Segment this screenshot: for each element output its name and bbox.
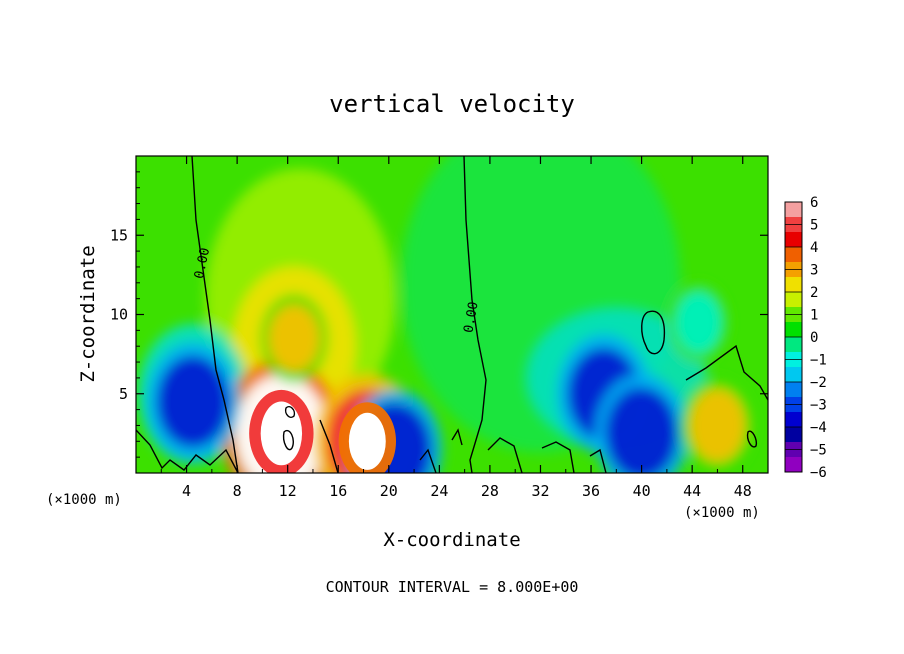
downdraft-cell bbox=[605, 387, 678, 473]
colorbar-swatch bbox=[785, 232, 802, 248]
zero-contour-core-ring bbox=[282, 406, 296, 451]
x-tick-label: 20 bbox=[380, 482, 398, 500]
updraft-cell bbox=[688, 388, 746, 463]
colorbar-tick-label: 0 bbox=[810, 330, 818, 346]
x-tick-label: 32 bbox=[531, 482, 549, 500]
x-tick-label: 4 bbox=[182, 482, 191, 500]
colorbar-tick-label: 1 bbox=[810, 308, 818, 324]
colorbar-swatch bbox=[785, 337, 802, 353]
updraft-core bbox=[260, 401, 303, 466]
x-tick-label: 16 bbox=[329, 482, 347, 500]
x-tick-label: 36 bbox=[582, 482, 600, 500]
updraft-core bbox=[348, 412, 386, 470]
colorbar: 6 5 4 3 2 1 0 −1 −2 −3 −4 −5 −6 bbox=[784, 195, 827, 481]
colorbar-swatch bbox=[785, 322, 802, 338]
x-axis-label: X-coordinate bbox=[383, 529, 520, 551]
colorbar-tick-label: 5 bbox=[810, 218, 818, 234]
updraft-cell bbox=[268, 304, 320, 373]
colorbar-tick-label: 6 bbox=[810, 195, 818, 211]
colorbar-swatch bbox=[785, 202, 802, 218]
colorbar-swatch bbox=[785, 247, 802, 263]
colorbar-tick-label: 4 bbox=[810, 240, 818, 256]
zero-contour-east-small bbox=[746, 430, 758, 448]
velocity-field: 0.00 0.00 bbox=[136, 156, 768, 473]
colorbar-tick-label: −3 bbox=[810, 398, 827, 414]
colorbar-swatch bbox=[785, 427, 802, 443]
zero-contour-lower-right bbox=[685, 344, 768, 401]
zero-contour-center bbox=[463, 156, 487, 473]
x-tick-label: 40 bbox=[633, 482, 651, 500]
x-tick-label: 28 bbox=[481, 482, 499, 500]
y-tick-label: 5 bbox=[119, 385, 128, 403]
x-tick-label: 8 bbox=[233, 482, 242, 500]
x-tick-label: 12 bbox=[279, 482, 297, 500]
colorbar-swatch bbox=[785, 277, 802, 293]
colorbar-tick-label: −1 bbox=[810, 353, 827, 369]
zero-contour-island bbox=[641, 310, 666, 355]
contour-label-center: 0.00 bbox=[461, 301, 481, 334]
colorbar-swatch bbox=[785, 457, 802, 473]
x-tick-label: 44 bbox=[683, 482, 701, 500]
zero-contour-left bbox=[191, 156, 239, 473]
contour-interval-note: CONTOUR INTERVAL = 8.000E+00 bbox=[326, 578, 579, 596]
colorbar-tick-label: −6 bbox=[810, 465, 827, 481]
x-tick-label: 48 bbox=[734, 482, 752, 500]
y-axis-label: Z-coordinate bbox=[77, 245, 99, 382]
colorbar-tick-label: 2 bbox=[810, 285, 818, 301]
x-unit-left: (×1000 m) bbox=[46, 492, 122, 508]
downdraft-cell bbox=[674, 291, 722, 354]
colorbar-tick-label: 3 bbox=[810, 263, 818, 279]
colorbar-swatch bbox=[785, 412, 802, 428]
colorbar-swatch bbox=[785, 382, 802, 398]
zero-contour-ground bbox=[136, 419, 607, 473]
downdraft-cell bbox=[156, 355, 229, 448]
x-tick-label: 24 bbox=[430, 482, 448, 500]
x-unit-right: (×1000 m) bbox=[684, 505, 760, 521]
colorbar-swatch bbox=[785, 292, 802, 308]
colorbar-tick-label: −5 bbox=[810, 443, 827, 459]
y-tick-label: 15 bbox=[110, 226, 128, 244]
y-tick-label: 10 bbox=[110, 306, 128, 324]
colorbar-tick-label: −4 bbox=[810, 420, 827, 436]
contour-label-left: 0.00 bbox=[192, 246, 213, 280]
colorbar-tick-label: −2 bbox=[810, 375, 827, 391]
colorbar-swatch bbox=[785, 367, 802, 383]
chart-title: vertical velocity bbox=[329, 90, 575, 118]
